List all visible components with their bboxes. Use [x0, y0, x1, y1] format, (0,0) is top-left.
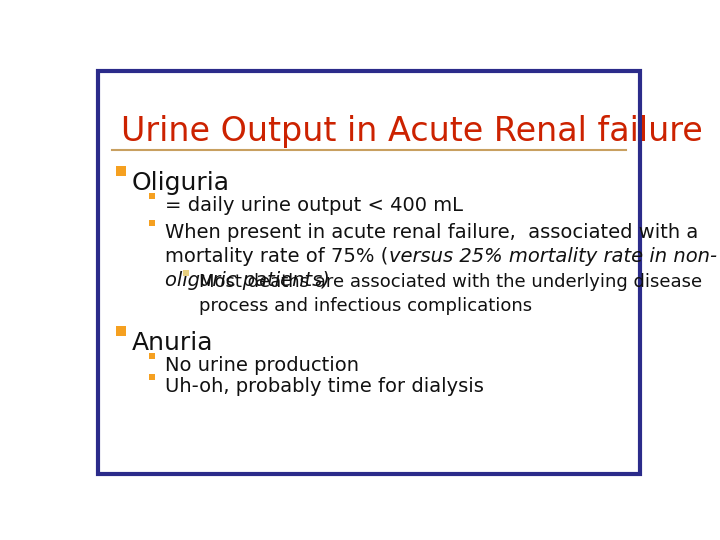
Text: versus 25% mortality rate in non-: versus 25% mortality rate in non-	[389, 247, 716, 266]
Text: Anuria: Anuria	[132, 331, 213, 355]
FancyBboxPatch shape	[99, 71, 639, 474]
Text: process and infectious complications: process and infectious complications	[199, 297, 532, 315]
Text: Most deaths are associated with the underlying disease: Most deaths are associated with the unde…	[199, 273, 702, 291]
Text: Oliguria: Oliguria	[132, 171, 230, 195]
Text: = daily urine output < 400 mL: = daily urine output < 400 mL	[166, 196, 464, 215]
Text: Uh-oh, probably time for dialysis: Uh-oh, probably time for dialysis	[166, 377, 485, 396]
Text: No urine production: No urine production	[166, 356, 359, 375]
Text: oliguric patients): oliguric patients)	[166, 271, 330, 290]
Text: mortality rate of 75% (: mortality rate of 75% (	[166, 247, 389, 266]
Text: Urine Output in Acute Renal failure: Urine Output in Acute Renal failure	[121, 114, 703, 148]
Text: When present in acute renal failure,  associated with a: When present in acute renal failure, ass…	[166, 223, 698, 242]
